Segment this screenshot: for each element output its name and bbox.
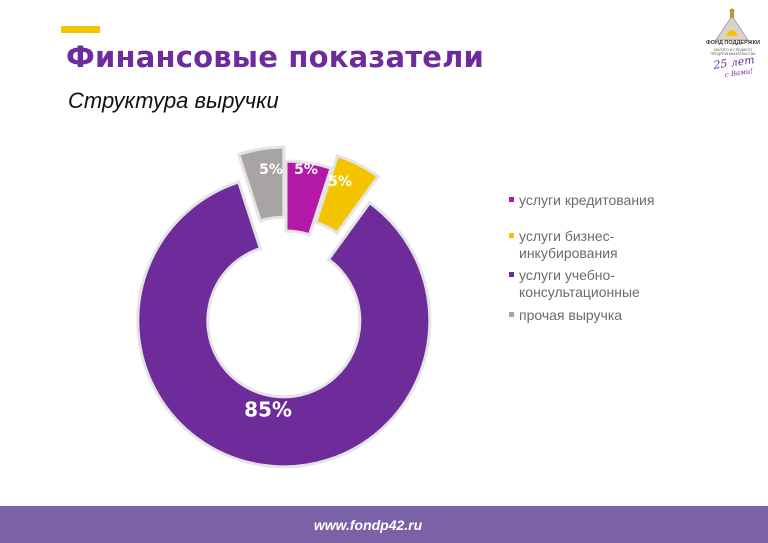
legend-swatch-3 bbox=[509, 272, 514, 277]
donut-slice-3 bbox=[136, 180, 432, 469]
donut-data-label-1: 5% bbox=[294, 162, 318, 178]
legend-label-2-line-2: инкубирования bbox=[519, 245, 618, 261]
chart-legend: услуги кредитования услуги бизнес-инкубир… bbox=[509, 192, 709, 324]
donut-data-label-3: 85% bbox=[244, 398, 292, 422]
legend-label-3-line-2: консультационные bbox=[519, 284, 640, 300]
fund-logo-icon bbox=[715, 8, 749, 41]
revenue-donut-chart: 5% 5% 85% 5% bbox=[136, 145, 432, 469]
legend-item-1: услуги кредитования bbox=[509, 192, 709, 209]
legend-swatch-4 bbox=[509, 312, 514, 317]
footer-bar: www.fondp42.ru bbox=[0, 506, 768, 543]
donut-slice-4 bbox=[236, 145, 286, 223]
title-accent-bar bbox=[61, 26, 100, 33]
page-subtitle: Структура выручки bbox=[68, 88, 279, 113]
legend-item-2: услуги бизнес-инкубирования bbox=[509, 228, 709, 262]
logo-sub-text: МАЛОГО И СРЕДНЕГО ПРЕДПРИНИМАТЕЛЬСТВА bbox=[710, 48, 756, 56]
legend-label-3-line-1: услуги учебно- bbox=[519, 267, 615, 283]
legend-swatch-1 bbox=[509, 197, 514, 202]
donut-slice-2 bbox=[313, 153, 381, 236]
footer-url: www.fondp42.ru bbox=[313, 517, 423, 533]
legend-swatch-2 bbox=[509, 233, 514, 238]
donut-data-label-4: 5% bbox=[259, 162, 283, 178]
legend-item-4: прочая выручка bbox=[509, 307, 709, 324]
legend-label-2-line-1: услуги бизнес- bbox=[519, 228, 615, 244]
page-title: Финансовые показатели bbox=[66, 40, 485, 74]
donut-data-label-2: 5% bbox=[328, 174, 352, 190]
legend-item-3: услуги учебно-консультационные bbox=[509, 267, 709, 301]
donut-slice-1 bbox=[284, 159, 334, 237]
legend-label-1-line-1: услуги кредитования bbox=[519, 192, 655, 208]
legend-label-4-line-1: прочая выручка bbox=[519, 307, 623, 323]
logo-main-text: ФОНД ПОДДЕРЖКИ bbox=[706, 40, 760, 46]
